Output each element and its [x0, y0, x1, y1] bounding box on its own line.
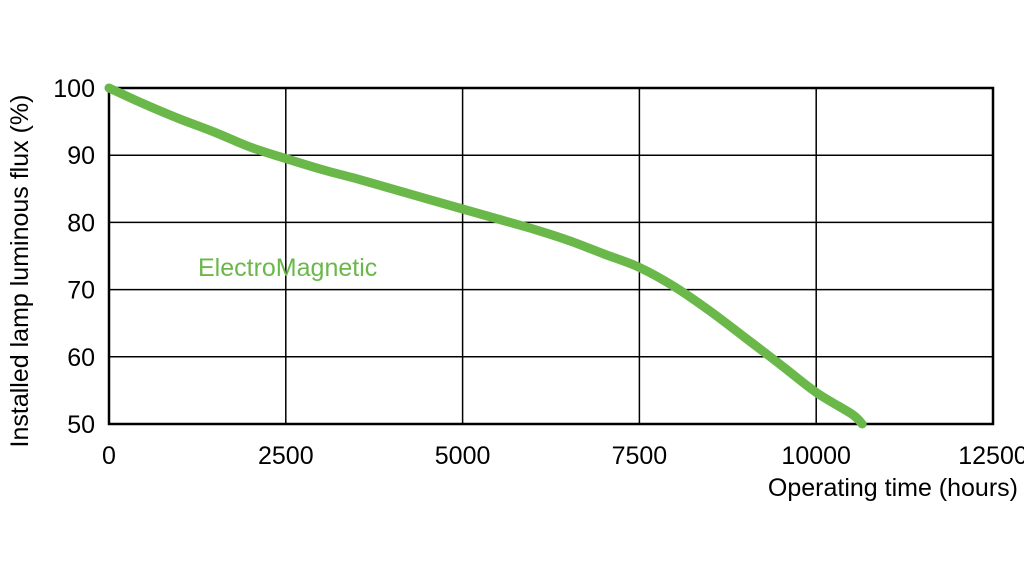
y-tick-label: 50	[67, 411, 95, 439]
x-tick-label: 12500	[958, 442, 1024, 470]
y-tick-label: 90	[67, 142, 95, 170]
y-tick-labels: 50 60 70 80 90 100	[53, 75, 95, 439]
x-tick-label: 7500	[612, 442, 668, 470]
x-tick-label: 5000	[435, 442, 491, 470]
x-tick-label: 2500	[258, 442, 314, 470]
series-line-electromagnetic	[104, 83, 867, 429]
y-tick-label: 60	[67, 344, 95, 372]
x-axis-title: Operating time (hours)	[768, 474, 1018, 502]
series-layer	[104, 83, 867, 429]
y-tick-label: 80	[67, 209, 95, 237]
x-tick-label: 10000	[781, 442, 851, 470]
y-tick-label: 100	[53, 75, 95, 103]
y-axis-title: Installed lamp luminous flux (%)	[6, 95, 34, 448]
grid	[109, 88, 993, 424]
x-tick-labels: 0 2500 5000 7500 10000 12500	[102, 442, 1024, 470]
series-label-electromagnetic: ElectroMagnetic	[198, 254, 377, 282]
plot-frame	[107, 86, 995, 426]
y-tick-label: 70	[67, 277, 95, 305]
x-tick-label: 0	[102, 442, 116, 470]
